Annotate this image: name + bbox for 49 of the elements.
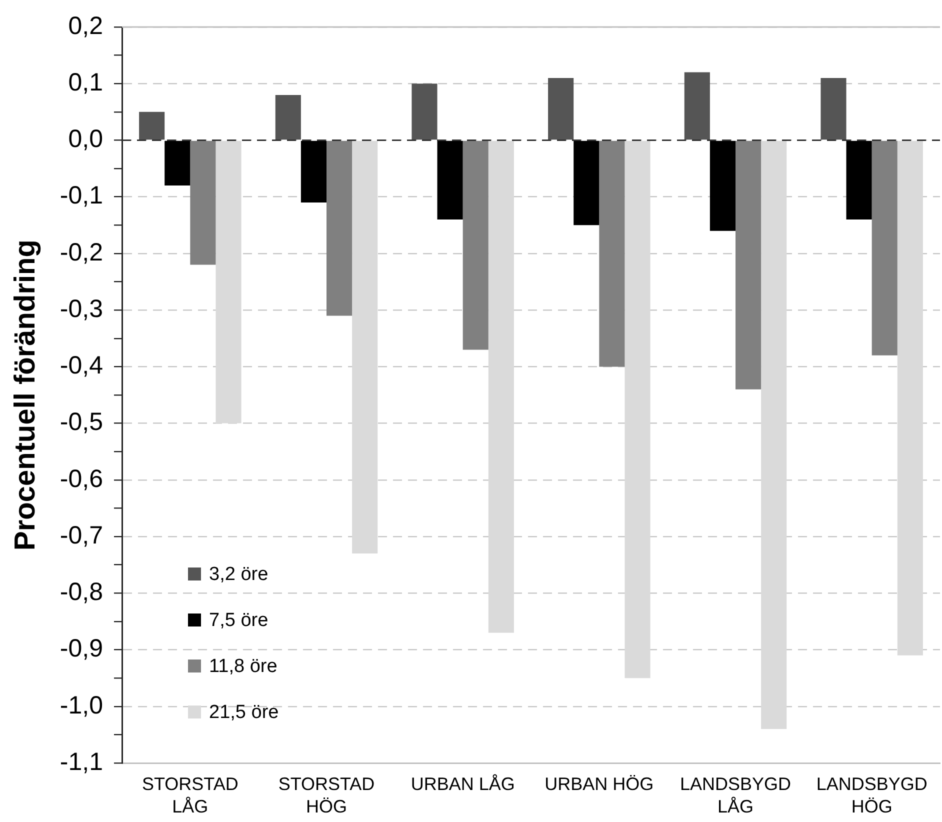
bar [736, 140, 762, 390]
x-tick-label: URBAN LÅG [410, 774, 515, 794]
y-tick-label: -0,1 [60, 182, 103, 210]
bar [352, 140, 378, 554]
x-tick-label: LANDSBYGD LÅG [680, 774, 792, 817]
bar [599, 140, 625, 367]
y-tick-label: -0,7 [60, 521, 103, 550]
bar [574, 140, 600, 226]
legend-label: 11,8 öre [209, 656, 278, 678]
bar [710, 140, 736, 231]
y-tick-label: -0,8 [60, 578, 103, 606]
bar [412, 84, 438, 140]
x-tick-label: LANDSBYGD HÖG [816, 774, 928, 817]
bar [437, 140, 463, 220]
y-tick-label: 0,1 [68, 68, 103, 97]
y-tick-label: -0,3 [60, 294, 103, 323]
bar [820, 78, 846, 140]
bar [761, 140, 787, 730]
y-tick-label: -0,6 [60, 464, 103, 493]
bar [462, 140, 488, 350]
bar [164, 140, 190, 186]
bar [216, 140, 242, 424]
y-tick-label: -0,4 [60, 352, 104, 380]
bar [326, 140, 352, 316]
bar [190, 140, 216, 265]
bar [300, 140, 326, 203]
y-tick-label: -1,0 [60, 691, 103, 720]
bar [139, 112, 165, 140]
bar [275, 94, 301, 140]
y-axis-title: Procentuell förändring [9, 240, 42, 550]
x-tick-label: STORSTAD LÅG [142, 774, 238, 817]
x-tick-label: STORSTAD HÖG [278, 774, 375, 817]
bar [488, 140, 514, 633]
bar [872, 140, 898, 356]
bar [684, 72, 710, 140]
x-tick-label: URBAN HÖG [544, 774, 654, 794]
bar [548, 78, 574, 140]
legend-label: 21,5 öre [209, 702, 279, 724]
bar [624, 140, 650, 678]
y-tick-label: -0,5 [60, 408, 103, 436]
bar [897, 140, 923, 656]
y-tick-label: 0,2 [68, 12, 103, 40]
legend-label: 3,2 öre [209, 564, 268, 586]
legend-label: 7,5 öre [209, 610, 268, 632]
y-tick-label: 0,0 [68, 125, 103, 154]
y-tick-label: -1,1 [60, 748, 103, 776]
y-tick-label: -0,9 [60, 634, 103, 663]
bar [846, 140, 872, 220]
y-tick-label: -0,2 [60, 238, 103, 266]
